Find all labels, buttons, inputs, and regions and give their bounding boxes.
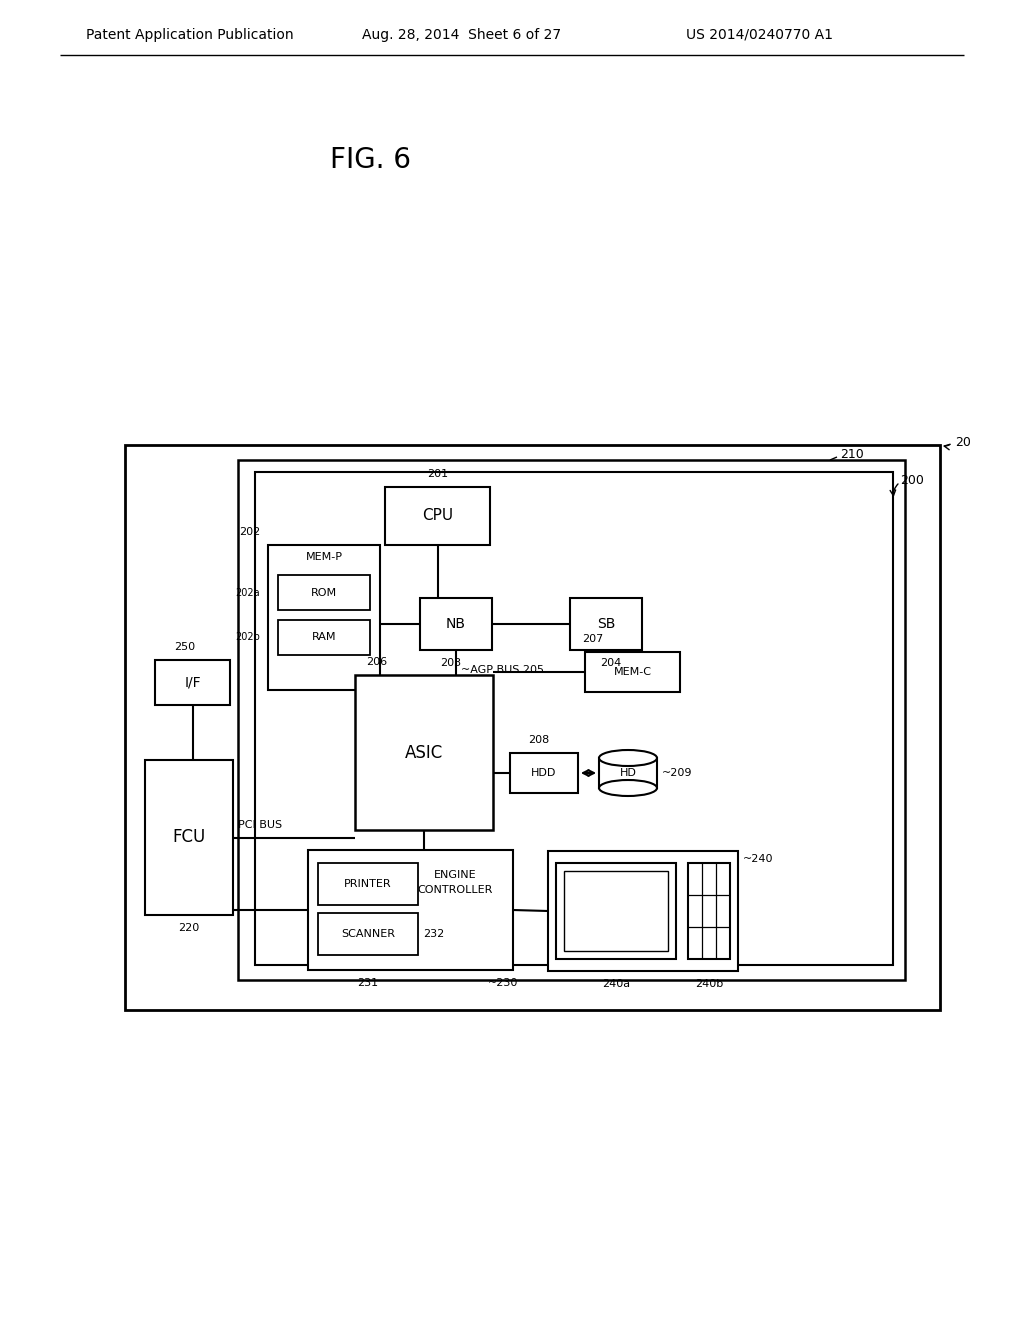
Text: 20: 20 <box>955 436 971 449</box>
Bar <box>308 850 513 970</box>
Bar <box>155 660 230 705</box>
Text: 240b: 240b <box>695 979 723 989</box>
Bar <box>238 459 905 979</box>
Bar <box>688 863 730 960</box>
Ellipse shape <box>599 780 657 796</box>
Text: RAM: RAM <box>311 632 336 643</box>
Text: MEM-P: MEM-P <box>305 552 342 562</box>
Text: US 2014/0240770 A1: US 2014/0240770 A1 <box>686 28 834 42</box>
Text: Patent Application Publication: Patent Application Publication <box>86 28 294 42</box>
Text: 204: 204 <box>600 657 622 668</box>
Text: 202: 202 <box>240 527 261 537</box>
Text: PRINTER: PRINTER <box>344 879 392 888</box>
Text: ENGINE: ENGINE <box>434 870 476 880</box>
Text: 202a: 202a <box>236 587 260 598</box>
Ellipse shape <box>599 750 657 766</box>
Bar <box>355 675 493 830</box>
Text: 207: 207 <box>583 634 603 644</box>
Text: 220: 220 <box>178 923 200 933</box>
Text: 208: 208 <box>528 735 550 744</box>
Bar <box>318 913 418 954</box>
Text: HDD: HDD <box>531 768 557 777</box>
Text: 210: 210 <box>840 449 864 462</box>
Bar <box>125 445 940 1010</box>
Text: Aug. 28, 2014  Sheet 6 of 27: Aug. 28, 2014 Sheet 6 of 27 <box>362 28 561 42</box>
Text: ~AGP BUS 205: ~AGP BUS 205 <box>461 665 544 675</box>
Text: 240a: 240a <box>602 979 630 989</box>
Text: SCANNER: SCANNER <box>341 929 395 939</box>
Text: I/F: I/F <box>184 676 201 689</box>
Bar <box>599 758 657 788</box>
Bar <box>420 598 492 649</box>
Bar <box>564 871 668 950</box>
Bar <box>278 576 370 610</box>
Bar <box>548 851 738 972</box>
Text: ROM: ROM <box>311 587 337 598</box>
Text: HD: HD <box>620 768 637 777</box>
Text: 206: 206 <box>367 657 387 667</box>
Text: MEM-C: MEM-C <box>613 667 651 677</box>
Text: FIG. 6: FIG. 6 <box>330 147 411 174</box>
Bar <box>268 545 380 690</box>
Bar <box>510 752 578 793</box>
Text: NB: NB <box>446 616 466 631</box>
Bar <box>585 652 680 692</box>
Text: ~230: ~230 <box>487 978 518 987</box>
Text: 231: 231 <box>357 978 379 987</box>
Text: 201: 201 <box>427 469 449 479</box>
Bar <box>145 760 233 915</box>
Bar <box>385 487 490 545</box>
Text: ~209: ~209 <box>662 768 692 777</box>
Text: SB: SB <box>597 616 615 631</box>
Text: 200: 200 <box>900 474 924 487</box>
Text: PCI BUS: PCI BUS <box>238 821 283 830</box>
Bar <box>570 598 642 649</box>
Text: 232: 232 <box>423 929 444 939</box>
Bar <box>255 473 893 965</box>
Bar <box>318 863 418 906</box>
Text: 250: 250 <box>174 642 195 652</box>
Text: 203: 203 <box>440 657 462 668</box>
Text: CPU: CPU <box>422 508 453 524</box>
Bar <box>556 863 676 960</box>
Text: 202b: 202b <box>236 632 260 643</box>
Text: CONTROLLER: CONTROLLER <box>418 884 493 895</box>
Text: FCU: FCU <box>172 829 206 846</box>
Text: ASIC: ASIC <box>404 743 443 762</box>
Bar <box>278 620 370 655</box>
Text: ~240: ~240 <box>743 854 773 865</box>
